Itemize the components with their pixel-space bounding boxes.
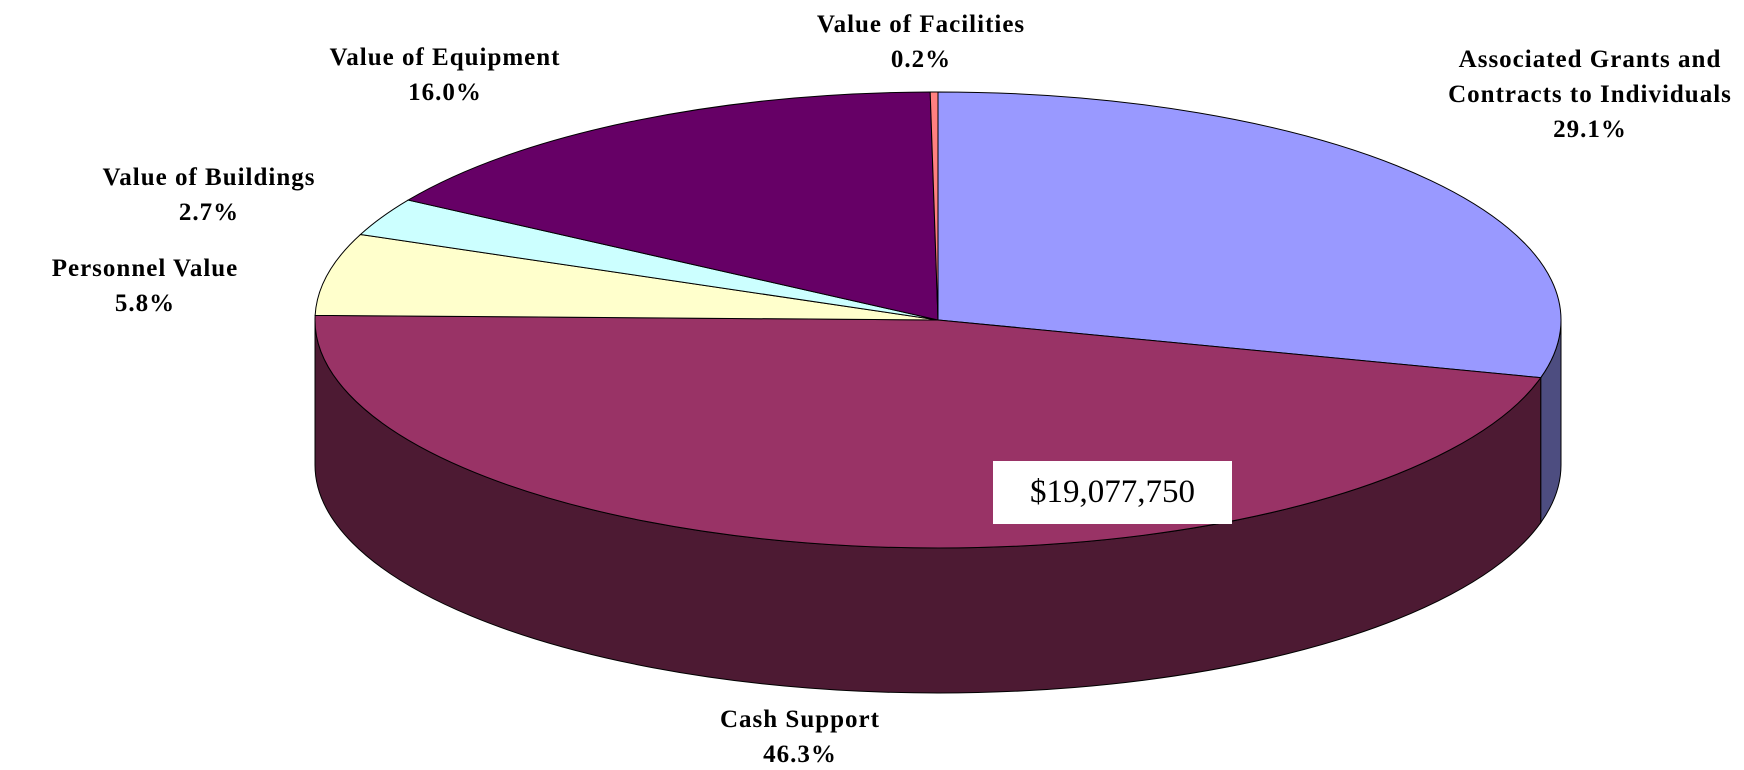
value-label: 2.7% bbox=[178, 199, 240, 226]
slice-label: Value of Buildings 2.7% bbox=[39, 160, 379, 230]
pie-slice bbox=[314, 233, 939, 321]
slice-label: Value of Equipment 16.0% bbox=[245, 40, 645, 110]
slice-label: Personnel Value 5.8% bbox=[0, 251, 295, 321]
value-label: 5.8% bbox=[114, 290, 176, 317]
value-label: 0.2% bbox=[890, 46, 952, 73]
annotation: $19,077,750 bbox=[993, 461, 1232, 524]
category-label: Value of Facilities bbox=[816, 11, 1026, 38]
pie-slice bbox=[406, 91, 939, 321]
slice-label: Cash Support 46.3% bbox=[600, 702, 1000, 770]
pie-slice bbox=[929, 91, 939, 321]
category-label: Cash Support bbox=[720, 706, 880, 733]
category-label: Personnel Value bbox=[51, 255, 239, 282]
pie-slice bbox=[937, 91, 1562, 379]
value-label: 16.0% bbox=[408, 79, 482, 106]
slice-label: Associated Grants and Contracts to Indiv… bbox=[1440, 42, 1740, 147]
value-label: 46.3% bbox=[763, 741, 837, 768]
category-label: Associated Grants and Contracts to Indiv… bbox=[1448, 46, 1732, 108]
slice-label: Value of Facilities 0.2% bbox=[721, 7, 1121, 77]
value-label: 29.1% bbox=[1553, 116, 1627, 143]
pie-slice bbox=[314, 314, 1542, 549]
category-label: Value of Buildings bbox=[102, 164, 316, 191]
category-label: Value of Equipment bbox=[329, 44, 561, 71]
